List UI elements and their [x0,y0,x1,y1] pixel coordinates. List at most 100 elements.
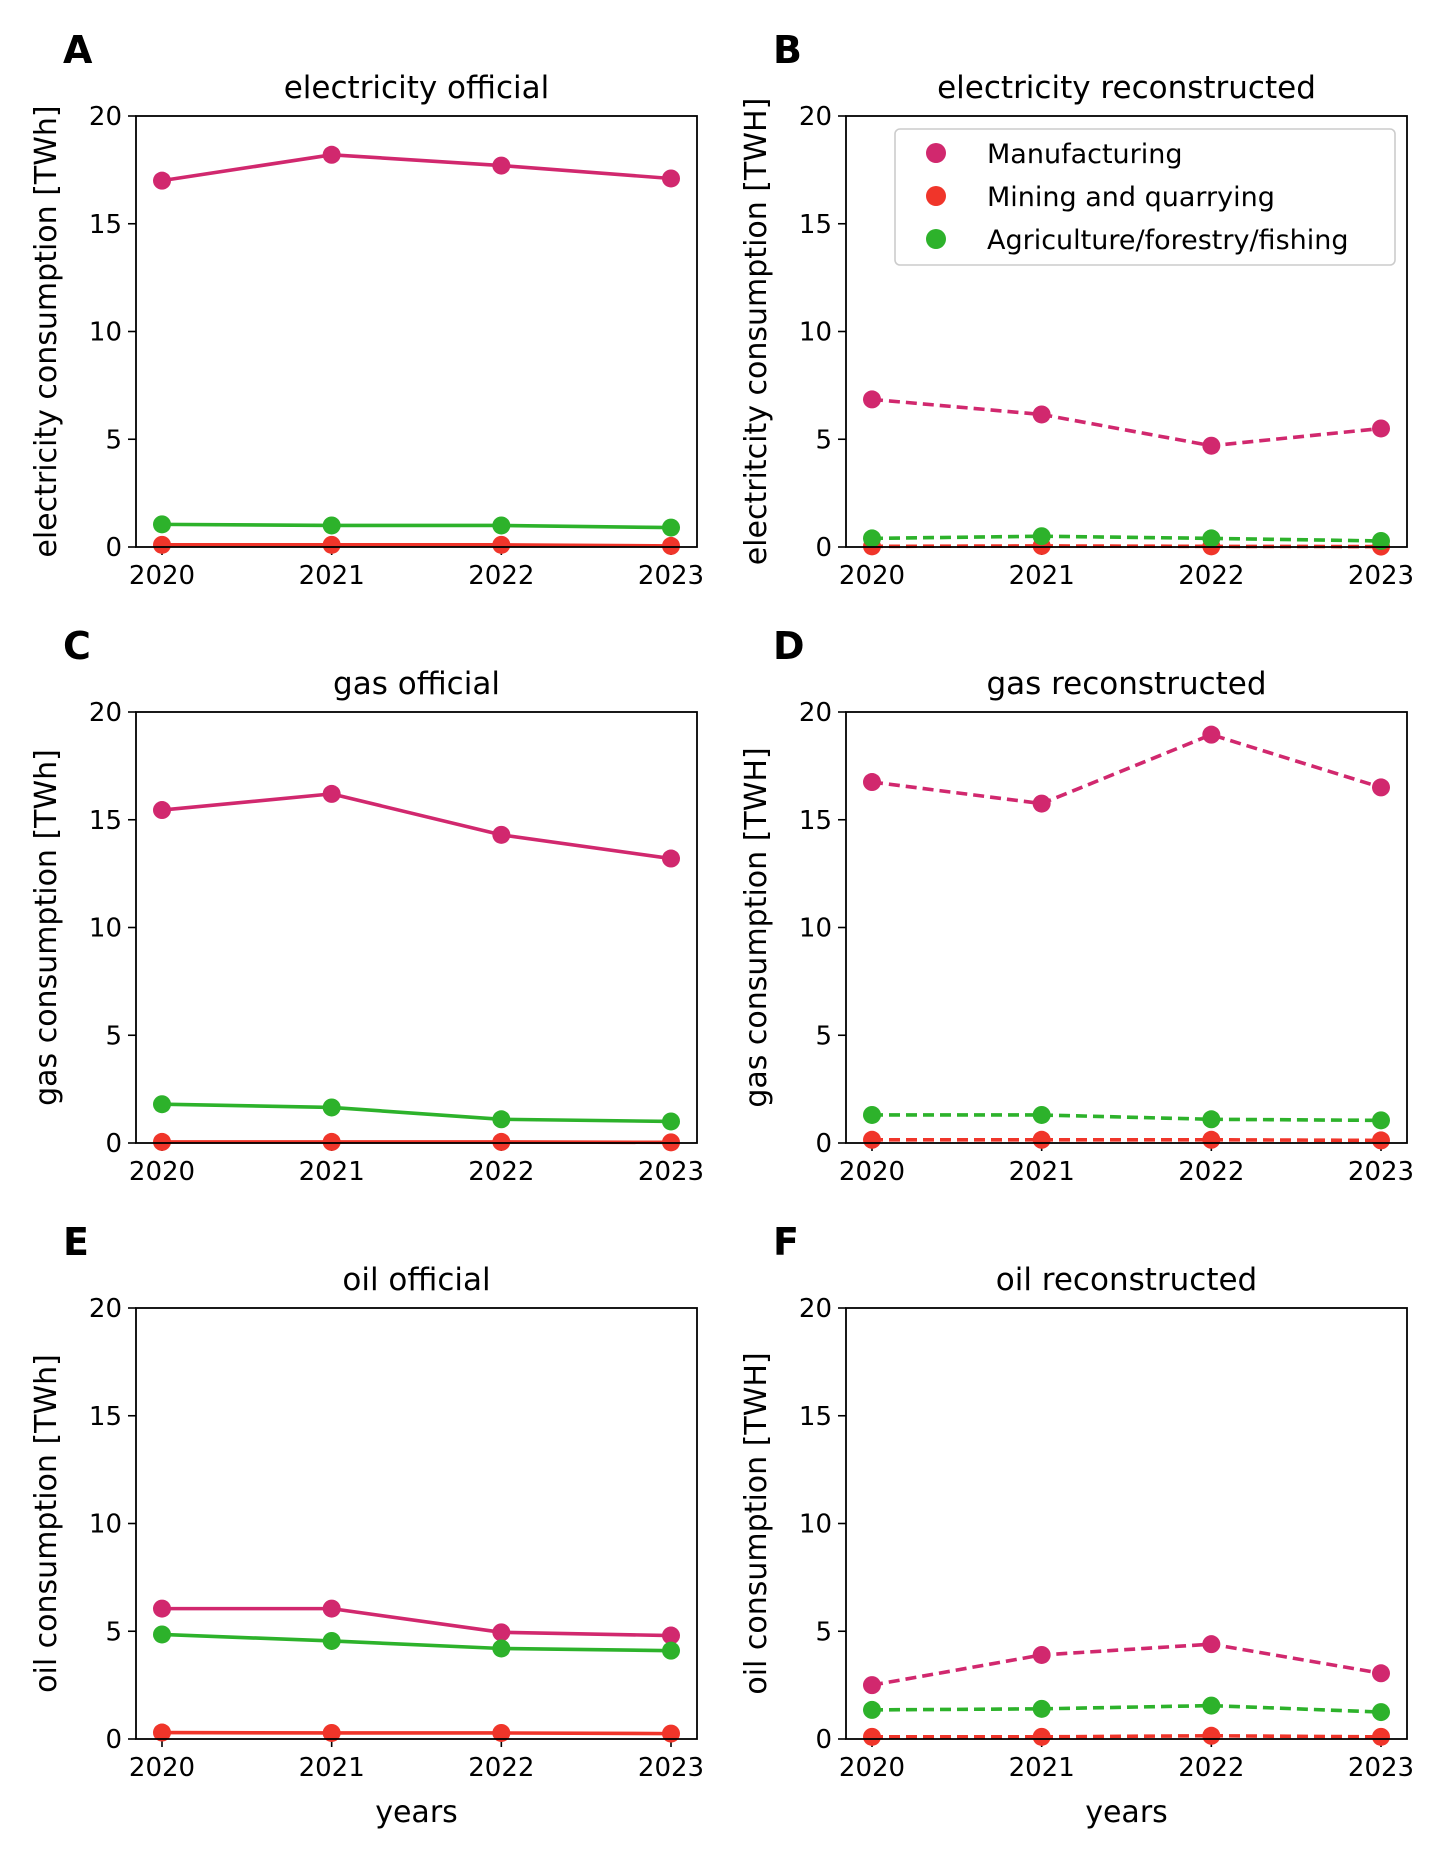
data-point [322,1098,341,1117]
data-point [1032,1105,1051,1124]
y-tick-label: 15 [89,210,122,240]
data-point [1202,1635,1221,1654]
y-tick-label: 10 [799,1510,832,1540]
data-point [863,773,881,792]
data-point [1032,1727,1051,1746]
plot-frame [135,711,698,1144]
y-tick-label: 10 [799,318,832,348]
data-point [1372,1703,1390,1722]
x-tick-label: 2022 [1178,1753,1244,1783]
data-point [322,784,341,803]
data-point [322,535,341,554]
series-manufacturing [863,725,1390,813]
x-tick-label: 2021 [299,1157,365,1187]
data-point [1202,529,1221,548]
data-point [1032,1645,1051,1664]
data-point [662,536,680,555]
y-tick-label: 10 [89,914,122,944]
x-tick-label: 2022 [468,1157,534,1187]
series-agriculture-forestry-fishing [153,515,680,537]
x-tick-label: 2023 [638,1157,704,1187]
panel-letter: A [63,28,93,72]
data-point [153,1132,171,1151]
data-point [1372,1664,1390,1683]
panel-title: electricity reconstructed [937,70,1316,106]
data-point [153,1599,171,1618]
series-line [871,534,1382,543]
data-point [492,1110,511,1129]
data-point [863,1105,881,1124]
data-point [322,516,341,535]
y-tick-label: 0 [105,1725,122,1755]
data-point [492,1639,511,1658]
data-point [492,1623,511,1642]
data-point [153,515,171,534]
data-point [662,849,680,868]
data-point [863,390,881,409]
data-point [1202,725,1221,744]
series-line [161,1730,672,1736]
x-tick-label: 2022 [468,1753,534,1783]
legend-entry: Manufacturing [987,139,1183,170]
y-tick-label: 15 [89,1402,122,1432]
series-manufacturing [153,1599,680,1645]
x-tick-label: 2020 [129,561,195,591]
data-point [322,1723,341,1742]
data-point [153,1723,171,1742]
y-tick-label: 5 [815,1021,832,1051]
x-tick-label: 2022 [1178,561,1244,591]
y-tick-label: 5 [105,425,122,455]
x-tick-label: 2021 [1009,1157,1075,1187]
y-tick-label: 15 [799,806,832,836]
y-tick-label: 0 [105,1129,122,1159]
series-manufacturing [863,1635,1390,1695]
data-point [1202,1130,1221,1149]
x-tick-label: 2023 [1348,1753,1414,1783]
y-tick-label: 20 [89,102,122,132]
panel-title: electricity official [284,70,550,106]
series-manufacturing [153,145,680,190]
x-tick-label: 2020 [839,1157,905,1187]
x-tick-label: 2022 [1178,1157,1244,1187]
series-manufacturing [863,390,1390,455]
y-axis-label: electricity consumption [TWh] [29,105,64,557]
y-tick-label: 5 [105,1021,122,1051]
series-line [872,1113,1382,1123]
x-tick-label: 2023 [1348,1157,1414,1187]
data-point [1372,419,1390,438]
data-point [1202,1696,1221,1715]
x-axis-label: years [1085,1795,1168,1830]
series-line [161,152,672,183]
data-point [153,171,171,190]
x-tick-label: 2021 [1009,1753,1075,1783]
panel-title: oil official [342,1262,490,1298]
data-point [662,1626,680,1645]
y-tick-label: 5 [815,1617,832,1647]
y-axis-label: gas consumption [TWh] [29,749,64,1106]
data-point [1372,1131,1390,1150]
x-tick-label: 2023 [638,561,704,591]
data-point [863,529,881,548]
plot-frame [845,1307,1408,1740]
data-point [322,145,341,164]
legend-box [894,128,1396,266]
data-point [492,516,511,535]
data-point [662,1724,680,1743]
data-point [1372,1111,1390,1130]
y-tick-label: 0 [105,533,122,563]
series-mining-and-quarrying [153,1723,680,1743]
data-point [1032,1130,1051,1149]
data-point [1032,794,1051,813]
data-point [492,535,511,554]
series-line [161,1102,672,1124]
x-tick-label: 2020 [839,1753,905,1783]
x-axis-label: years [375,1795,458,1830]
y-axis-label: oil consumption [TWh] [29,1354,64,1693]
series-mining-and-quarrying [153,535,680,555]
y-tick-label: 5 [815,425,832,455]
data-point [1202,1726,1221,1745]
data-point [863,1700,881,1719]
y-axis-label: gas consumption [TWH] [739,747,774,1107]
